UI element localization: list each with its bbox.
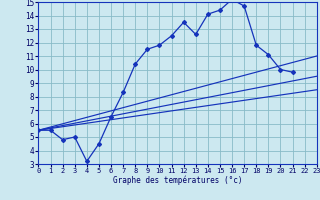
X-axis label: Graphe des températures (°c): Graphe des températures (°c) — [113, 176, 242, 185]
